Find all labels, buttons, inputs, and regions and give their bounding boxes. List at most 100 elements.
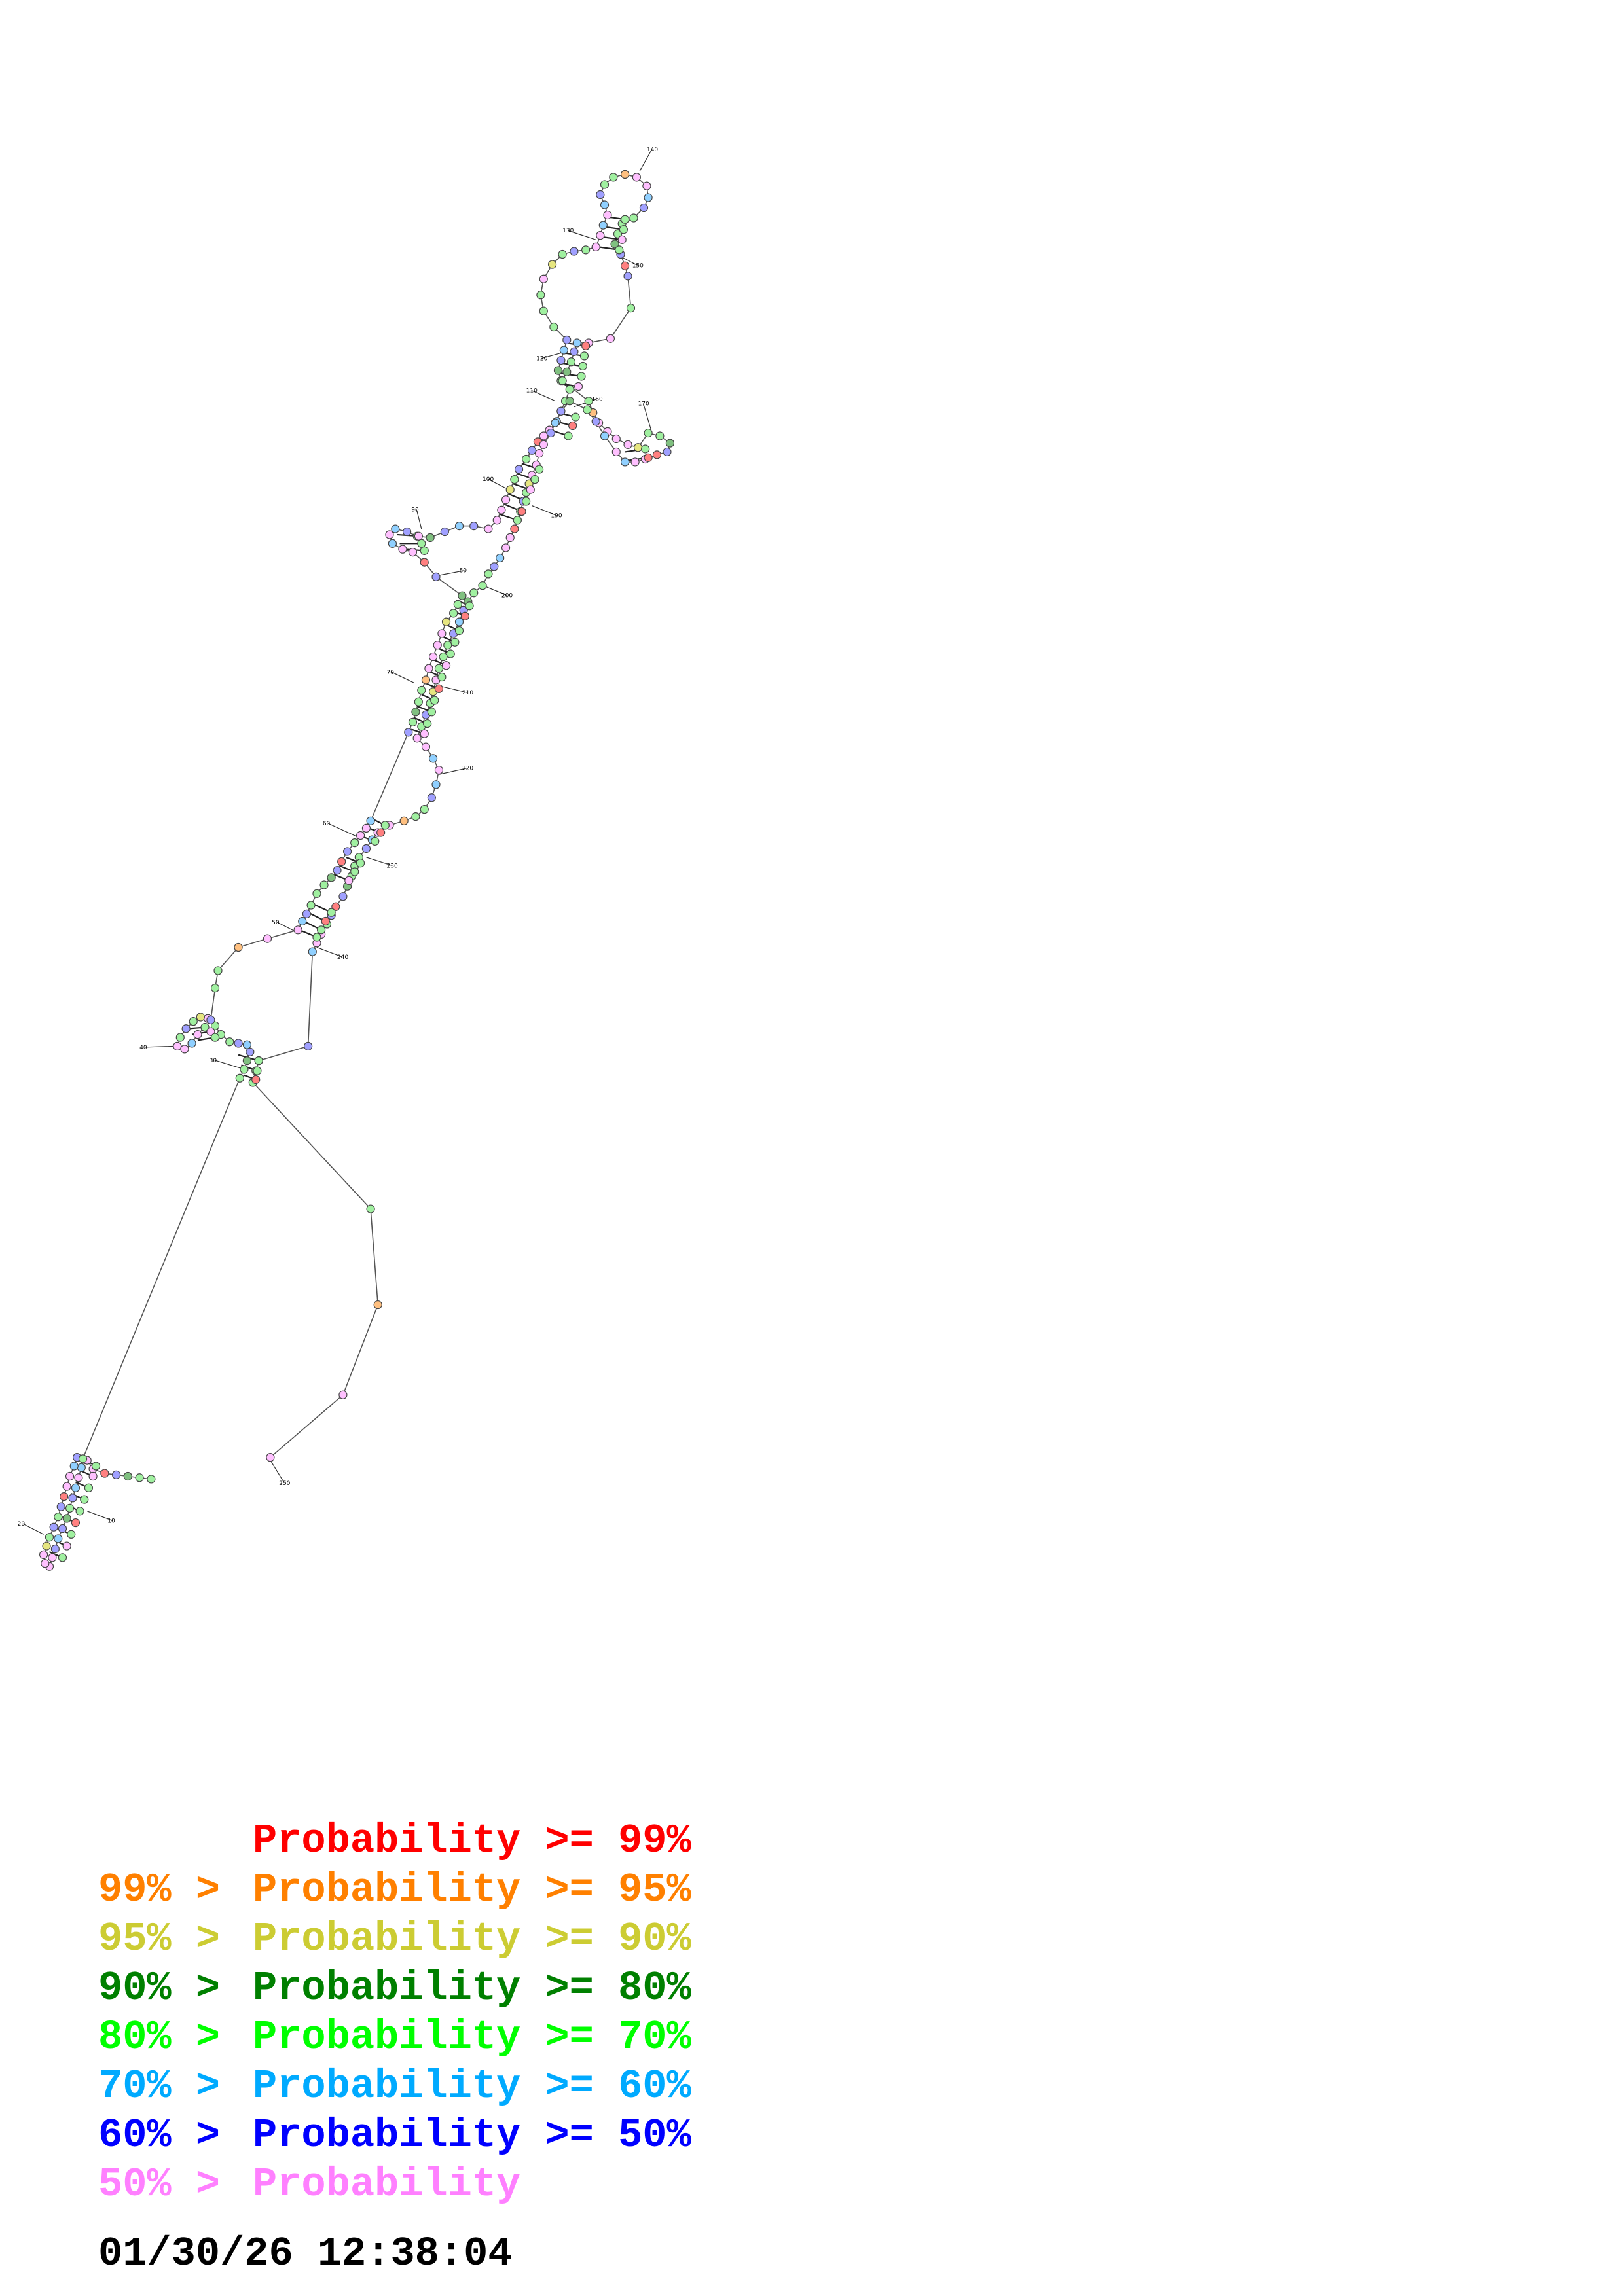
nucleotide	[559, 346, 568, 355]
nucleotide	[414, 697, 423, 706]
nucleotide	[579, 351, 589, 361]
numbering-tick	[541, 352, 562, 359]
legend-row-lead: 95% >	[98, 1916, 245, 1962]
nucleotide	[67, 1530, 76, 1539]
nucleotide	[373, 1300, 382, 1310]
legend-row-label: Probability >= 90%	[253, 1916, 691, 1962]
nucleotide	[497, 505, 506, 514]
nucleotide	[454, 626, 464, 636]
nucleotide	[431, 572, 441, 581]
nucleotide	[665, 439, 675, 448]
nucleotide	[302, 909, 312, 918]
nucleotide	[598, 221, 608, 230]
nucleotide	[242, 1056, 251, 1066]
nucleotide	[411, 812, 420, 821]
nucleotide	[210, 983, 220, 993]
nucleotide	[84, 1483, 94, 1492]
nucleotide	[366, 816, 375, 825]
nucleotide-number-label: 160	[592, 397, 603, 403]
nucleotide	[65, 1503, 75, 1513]
legend-row-lead: 60% >	[98, 2112, 245, 2159]
legend-row-lead: 80% >	[98, 2014, 245, 2060]
nucleotide	[206, 1027, 215, 1036]
nucleotide	[535, 465, 544, 474]
legend-row-label: Probability >= 95%	[253, 1867, 691, 1913]
nucleotide-number-label: 110	[526, 387, 538, 394]
nucleotide	[331, 902, 340, 911]
nucleotide	[60, 1492, 69, 1501]
nucleotide	[361, 844, 371, 853]
nucleotide	[655, 431, 665, 440]
numbering-tick	[270, 1460, 285, 1484]
nucleotide	[501, 495, 511, 505]
nucleotide	[350, 838, 359, 848]
nucleotide	[434, 664, 444, 673]
nucleotide	[39, 1550, 48, 1559]
nucleotide	[446, 649, 455, 658]
legend-row: 50% > Probability	[98, 2160, 691, 2209]
nucleotide	[620, 215, 630, 224]
nucleotide	[536, 291, 545, 300]
nucleotide	[441, 661, 451, 670]
nucleotide	[570, 347, 579, 356]
nucleotide	[361, 823, 371, 833]
nucleotide	[196, 1013, 205, 1022]
nucleotide	[312, 889, 321, 898]
nucleotide	[338, 1390, 348, 1399]
nucleotide	[428, 652, 438, 662]
nucleotide	[453, 600, 462, 609]
nucleotide	[562, 367, 572, 376]
nucleotide	[610, 240, 619, 249]
nucleotide	[91, 1462, 101, 1471]
nucleotide	[578, 361, 587, 371]
nucleotide	[433, 641, 442, 650]
nucleotide	[62, 1482, 71, 1491]
nucleotide	[591, 417, 600, 426]
nucleotide	[414, 531, 423, 541]
nucleotide	[454, 617, 464, 626]
nucleotide	[380, 821, 390, 830]
numbering-tick	[439, 768, 468, 775]
nucleotide	[431, 780, 441, 789]
nucleotide	[603, 210, 612, 220]
nucleotide-number-label: 100	[483, 476, 494, 483]
numbering-tick	[531, 389, 556, 402]
nucleotide	[596, 231, 605, 240]
nucleotide-number-label: 10	[107, 1518, 115, 1525]
nucleotide	[402, 527, 412, 537]
nucleotide	[443, 641, 452, 650]
nucleotide	[411, 708, 420, 717]
nucleotide	[539, 274, 548, 283]
numbering-tick	[567, 230, 596, 240]
nucleotide	[308, 947, 317, 956]
nucleotide	[434, 765, 444, 775]
nucleotide	[304, 1041, 313, 1051]
nucleotide-number-label: 240	[337, 954, 348, 961]
nucleotide	[623, 440, 632, 449]
legend-row-label: Probability >= 99%	[253, 1818, 691, 1864]
numbering-label-layer: 10 20 30 40 50 60 70 80 90 100 110 120 130 140 150 160 1…	[18, 147, 659, 1528]
nucleotide	[619, 225, 628, 234]
nucleotide	[388, 539, 397, 548]
nucleotide	[69, 1462, 79, 1471]
nucleotide	[510, 524, 519, 533]
nucleotide	[490, 562, 499, 571]
nucleotide	[600, 180, 610, 189]
nucleotide	[484, 569, 493, 579]
nucleotide	[175, 1033, 185, 1042]
nucleotide	[147, 1475, 156, 1484]
nucleotide	[441, 617, 451, 626]
nucleotide	[478, 581, 487, 590]
nucleotide	[251, 1075, 261, 1085]
nucleotide-number-label: 210	[462, 690, 473, 696]
nucleotide	[600, 431, 610, 440]
nucleotide	[596, 190, 605, 200]
nucleotide-number-label: 130	[562, 228, 574, 234]
nucleotide	[399, 816, 409, 825]
nucleotide-layer	[39, 170, 675, 1571]
nucleotide-number-label: 40	[139, 1045, 147, 1051]
numbering-tick	[439, 685, 468, 693]
nucleotide	[420, 558, 429, 567]
nucleotide	[562, 335, 572, 345]
nucleotide	[591, 242, 600, 251]
